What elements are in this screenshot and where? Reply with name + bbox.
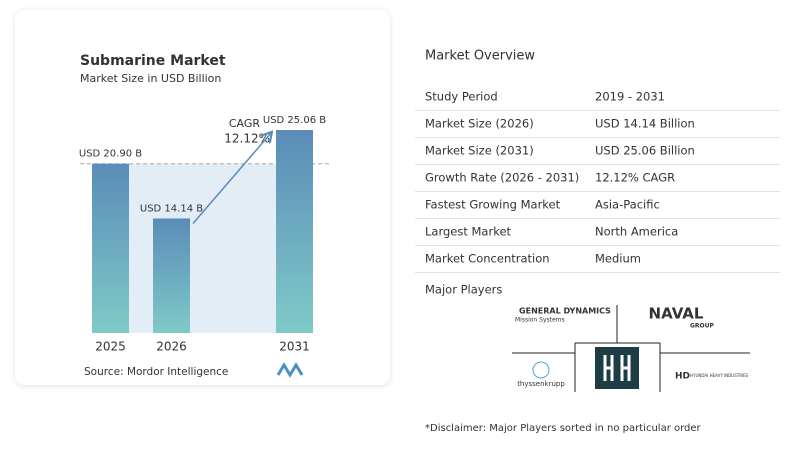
chart-title: Submarine Market <box>80 53 226 69</box>
player-name: HYUNDAI HEAVY INDUSTRIES <box>690 373 749 378</box>
overview-value: USD 25.06 Billion <box>595 144 695 158</box>
source: Source: Mordor Intelligence <box>84 366 228 378</box>
player-name: NAVAL <box>649 305 704 323</box>
overview-label: Largest Market <box>425 225 512 239</box>
overview-value: North America <box>595 225 678 239</box>
x-tick-label: 2025 <box>95 340 126 354</box>
baseline-area <box>129 163 276 333</box>
overview-value: 2019 - 2031 <box>595 90 665 104</box>
overview-title: Market Overview <box>425 49 535 64</box>
x-tick-label: 2026 <box>156 340 187 354</box>
cagr-label: CAGR <box>229 117 261 130</box>
value-label: USD 25.06 B <box>263 115 326 126</box>
players-title: Major Players <box>425 283 502 297</box>
cagr-value: 12.12% <box>224 132 270 146</box>
disclaimer: *Disclaimer: Major Players sorted in no … <box>425 423 702 434</box>
overview-label: Market Concentration <box>425 252 550 266</box>
player-name: HD <box>675 372 690 382</box>
player-name: Mission Systems <box>515 317 565 324</box>
overview-value: 12.12% CAGR <box>595 171 675 185</box>
player-name: GROUP <box>690 323 715 330</box>
bar <box>92 163 129 333</box>
player-name: thyssenkrupp <box>517 380 565 388</box>
x-tick-label: 2031 <box>279 340 310 354</box>
chart-subtitle: Market Size in USD Billion <box>80 72 221 85</box>
bar <box>276 130 313 333</box>
overview-label: Market Size (2026) <box>425 117 534 131</box>
overview-label: Growth Rate (2026 - 2031) <box>425 171 579 185</box>
player-logos <box>512 305 750 392</box>
brand-logo <box>276 362 304 378</box>
overview-value: USD 14.14 Billion <box>595 117 695 131</box>
player-name: GENERAL DYNAMICS <box>519 307 611 316</box>
overview-value: Asia-Pacific <box>595 198 660 212</box>
cagr-arrow <box>192 133 271 224</box>
overview-value: Medium <box>595 252 641 266</box>
overview-label: Fastest Growing Market <box>425 198 561 212</box>
bar <box>153 218 190 333</box>
overview-label: Market Size (2031) <box>425 144 534 158</box>
overview-label: Study Period <box>425 90 498 104</box>
value-label: USD 20.90 B <box>79 149 142 160</box>
value-label: USD 14.14 B <box>140 203 203 214</box>
